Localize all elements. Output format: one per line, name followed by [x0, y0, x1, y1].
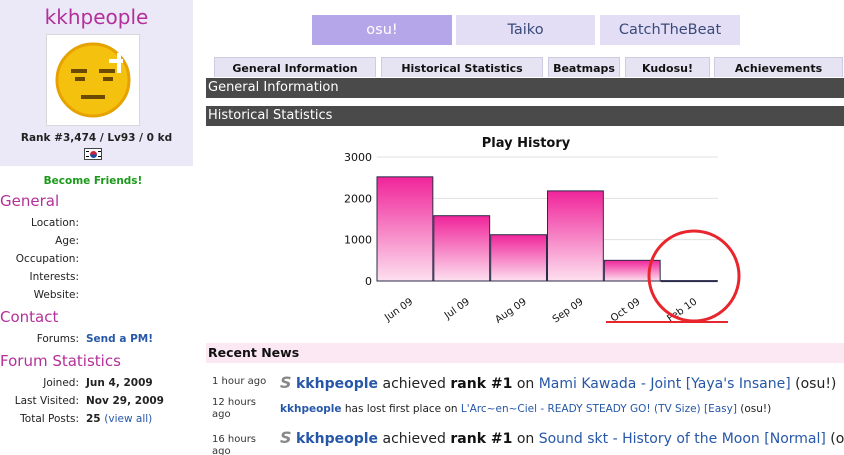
news-beatmap-link[interactable]: Mami Kawada - Joint [Yaya's Insane]	[538, 376, 791, 392]
general-information-header[interactable]: General Information	[206, 78, 844, 98]
historical-statistics-header[interactable]: Historical Statistics	[206, 106, 844, 126]
y-tick-label: 0	[365, 275, 372, 288]
x-tick-label: Aug 09	[493, 296, 528, 325]
tab-taiko[interactable]: Taiko	[456, 15, 595, 45]
news-user-link[interactable]: kkhpeople	[295, 431, 379, 447]
tab-historical-statistics[interactable]: Historical Statistics	[381, 57, 543, 77]
news-user-link[interactable]: kkhpeople	[295, 376, 379, 392]
view-all-posts-link[interactable]: (view all)	[104, 413, 153, 425]
x-tick-label: Sep 09	[551, 296, 586, 325]
user-card: kkhpeople Rank #3,474 / Lv93 / 0 kd	[0, 0, 193, 166]
chart-bar	[433, 215, 491, 282]
korea-flag-icon	[84, 148, 102, 160]
rank-s-icon: S	[280, 373, 292, 392]
highlight-underline	[606, 321, 728, 323]
rank-level: Rank #3,474 / Lv93 / 0 kd	[20, 132, 173, 144]
tab-beatmaps[interactable]: Beatmaps	[548, 57, 620, 77]
tab-achievements[interactable]: Achievements	[714, 57, 843, 77]
profile-sidebar: kkhpeople Rank #3,474 / Lv93 / 0 kd	[0, 0, 193, 455]
play-history-svg: Play History 0 1000 2000 3000 Jun 09 Jul 09 A…	[344, 136, 741, 326]
tab-catchthebeat[interactable]: CatchTheBeat	[600, 15, 740, 45]
news-item: S kkhpeople achieved rank #1 on Mami Kaw…	[280, 373, 837, 392]
chart-bar	[376, 176, 434, 282]
chart-bar	[490, 234, 548, 282]
news-beatmap-link[interactable]: L'Arc~en~Ciel - READY STEADY GO! (TV Siz…	[460, 403, 737, 415]
username[interactable]: kkhpeople	[44, 5, 149, 29]
chart-bar	[547, 190, 604, 282]
chart-title: Play History	[482, 136, 571, 151]
tab-kudosu[interactable]: Kudosu!	[625, 57, 710, 77]
news-beatmap-link[interactable]: Sound skt - History of the Moon [Normal]	[538, 431, 826, 447]
rank-s-icon: S	[280, 428, 292, 447]
smiley-avatar-icon	[55, 42, 131, 118]
avatar	[46, 34, 140, 126]
news-item: kkhpeople has lost first place on L'Arc~…	[280, 403, 772, 415]
tab-osu[interactable]: osu!	[312, 15, 452, 45]
become-friends-button[interactable]: Become Friends!	[43, 175, 143, 187]
x-tick-label: Jun 09	[382, 296, 415, 324]
news-user-link[interactable]: kkhpeople	[280, 403, 342, 415]
send-pm-link[interactable]: Send a PM!	[86, 333, 154, 345]
contact-heading: Contact	[0, 308, 59, 326]
news-time: 12 hours ago	[212, 397, 257, 420]
recent-news-header: Recent News	[206, 343, 844, 363]
news-time: 16 hours ago	[212, 434, 257, 455]
chart-bar	[660, 280, 718, 283]
general-heading: General	[0, 192, 60, 210]
news-item: S kkhpeople achieved rank #1 on Sound sk…	[280, 428, 844, 447]
play-history-chart: Play History 0 1000 2000 3000 Jun 09 Jul 09 A…	[340, 130, 760, 330]
y-tick-label: 3000	[344, 151, 372, 164]
forum-statistics-heading: Forum Statistics	[0, 352, 121, 370]
x-tick-label: Jul 09	[442, 296, 472, 322]
news-time: 1 hour ago	[212, 376, 267, 387]
tab-general-information[interactable]: General Information	[214, 57, 376, 77]
y-tick-label: 1000	[344, 234, 372, 247]
chart-bar	[603, 259, 661, 282]
y-tick-label: 2000	[344, 192, 372, 205]
